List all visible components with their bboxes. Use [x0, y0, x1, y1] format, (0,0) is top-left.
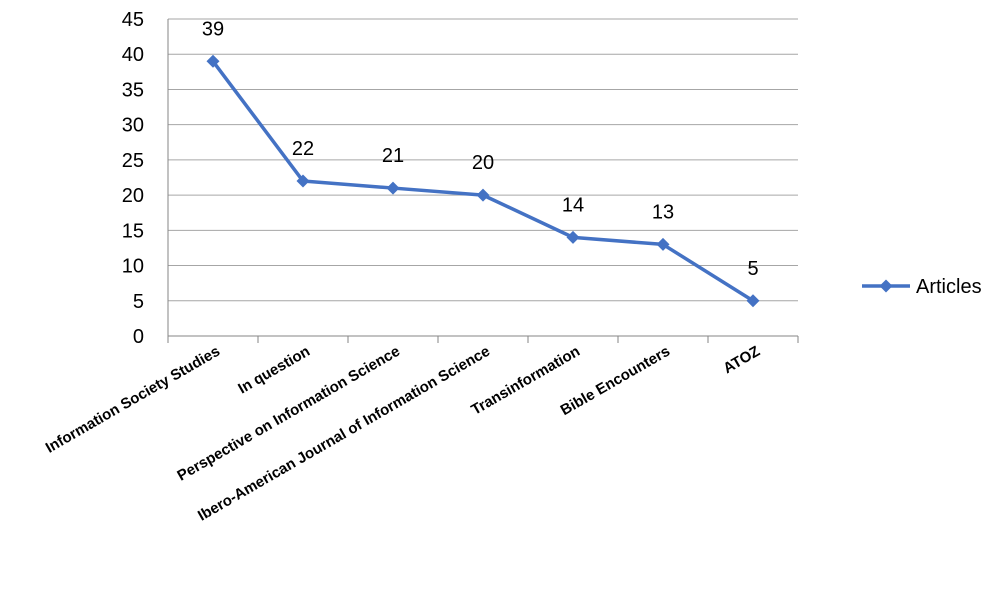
gridlines [168, 18, 798, 302]
data-labels: 39 22 21 20 14 13 5 [202, 18, 759, 280]
legend: Articles [862, 276, 982, 298]
y-tick-label: 40 [122, 44, 144, 66]
x-tick-label: In question [235, 343, 313, 398]
data-label: 39 [202, 18, 224, 40]
data-point [566, 230, 580, 244]
axes [167, 19, 799, 343]
data-point [746, 294, 760, 308]
y-tick-label: 45 [122, 9, 144, 31]
y-tick-label: 10 [122, 256, 144, 278]
y-tick-label: 25 [122, 150, 144, 172]
data-label: 21 [382, 145, 404, 167]
y-tick-label: 30 [122, 115, 144, 137]
data-label: 20 [472, 152, 494, 174]
data-label: 13 [652, 201, 674, 223]
series-line-articles [211, 60, 754, 303]
data-point [206, 54, 220, 68]
data-point [386, 181, 400, 195]
data-label: 14 [562, 194, 584, 216]
data-point [656, 237, 670, 251]
legend-marker [879, 279, 893, 293]
y-tick-label: 5 [133, 291, 144, 313]
x-tick-label: Information Society Studies [43, 343, 223, 457]
y-tick-label: 0 [133, 326, 144, 348]
data-label: 22 [292, 138, 314, 160]
y-tick-label: 15 [122, 220, 144, 242]
x-tick-label: ATOZ [720, 343, 763, 377]
data-point [476, 188, 490, 202]
y-tick-label: 35 [122, 79, 144, 101]
data-label: 5 [747, 258, 758, 280]
legend-label-articles: Articles [916, 276, 982, 298]
data-point [296, 174, 310, 188]
x-axis-tick-labels: Information Society Studies In questionPe… [43, 343, 763, 525]
y-axis-tick-labels: 0 5 10 15 20 25 30 35 40 45 [122, 9, 144, 348]
series-articles [206, 54, 760, 308]
y-tick-label: 20 [122, 185, 144, 207]
